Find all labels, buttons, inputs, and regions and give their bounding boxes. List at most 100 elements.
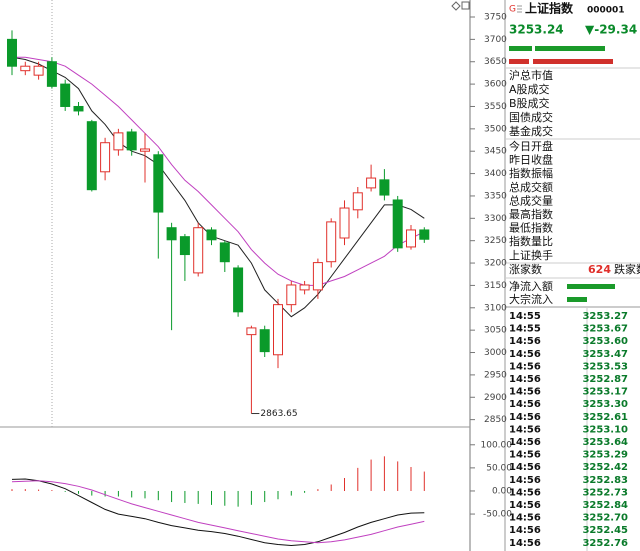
tick-price: 3253.47: [582, 349, 628, 360]
candle-body: [366, 177, 377, 189]
tick-time: 14:56: [509, 513, 541, 524]
strip: [509, 46, 532, 51]
candle-body: [259, 329, 270, 353]
tick-price: 3253.10: [582, 424, 628, 435]
y-tick-label: 50.00: [486, 463, 512, 473]
field-label: 昨日收盘: [509, 153, 553, 167]
candle-body: [352, 192, 363, 211]
field-label: 最高指数: [509, 207, 553, 221]
tick-time: 14:56: [509, 538, 541, 549]
y-tick-label: 3150: [484, 281, 507, 291]
y-tick-label: 3550: [484, 102, 507, 112]
y-tick-label: -50.00: [483, 510, 512, 520]
y-tick-label: 0.00: [492, 486, 512, 496]
candle-body: [86, 121, 97, 191]
tick-time: 14:56: [509, 336, 541, 347]
candle-body: [379, 179, 390, 196]
candle-body: [126, 131, 137, 151]
y-tick-label: 3050: [484, 326, 507, 336]
icon: [461, 1, 470, 10]
tick-time: 14:56: [509, 475, 541, 486]
y-tick-label: 3600: [484, 80, 507, 90]
flow-label: 大宗流入: [509, 292, 553, 306]
y-tick-label: 2900: [484, 393, 507, 403]
tick-time: 14:56: [509, 361, 541, 372]
index-price: 3253.24: [509, 23, 564, 37]
field-label: 今日开盘: [509, 139, 553, 153]
candle-body: [33, 65, 44, 76]
y-tick-label: 3350: [484, 191, 507, 201]
tick-time: 14:56: [509, 450, 541, 461]
candle-body: [179, 236, 190, 256]
y-tick-label: 3000: [484, 348, 507, 358]
index-title: 上证指数: [525, 1, 574, 16]
field-label: B股成交: [509, 96, 550, 110]
icon: [451, 1, 461, 11]
y-tick-label: 3400: [484, 169, 507, 179]
tick-price: 3252.73: [582, 487, 628, 498]
tick-price: 3253.64: [582, 437, 628, 448]
field-label: 最低指数: [509, 221, 553, 235]
candle-body: [20, 65, 31, 72]
tick-price: 3253.27: [582, 311, 628, 322]
candle-body: [153, 154, 164, 213]
y-tick-label: 3100: [484, 303, 507, 313]
tick-price: 3252.70: [582, 513, 628, 524]
tick-price: 3252.42: [582, 462, 628, 473]
tick-time: 14:56: [509, 525, 541, 536]
field-label: 上证换手: [509, 248, 553, 262]
y-tick-label: 3250: [484, 236, 507, 246]
tick-price: 3252.76: [582, 538, 628, 549]
candle-body: [193, 227, 204, 274]
strip: [533, 59, 613, 64]
candle-body: [219, 242, 230, 263]
tick-time: 14:56: [509, 349, 541, 360]
tick-time: 14:56: [509, 487, 541, 498]
candle-body: [326, 221, 337, 263]
candle-body: [339, 207, 350, 239]
y-tick-label: 3500: [484, 124, 507, 134]
tick-time: 14:56: [509, 412, 541, 423]
tick-time: 14:56: [509, 374, 541, 385]
field-label: 指数量比: [509, 234, 553, 248]
candle-body: [206, 229, 217, 241]
candle-body: [273, 304, 283, 356]
flow-label: 净流入额: [509, 279, 553, 293]
panel-icon: G: [509, 5, 516, 15]
strip: [535, 46, 605, 51]
adv-count: 624: [588, 263, 611, 276]
indicator-line: [11, 480, 425, 544]
y-tick-label: 3300: [484, 214, 507, 224]
field-label: 指数振幅: [509, 166, 553, 180]
candle-body: [406, 229, 416, 248]
tick-time: 14:56: [509, 387, 541, 398]
y-tick-label: 3650: [484, 57, 507, 67]
candle-body: [286, 284, 297, 306]
candle-body: [419, 229, 430, 240]
dec-label: 跌家数: [614, 262, 640, 276]
candle-body: [7, 38, 17, 67]
candle-body: [312, 262, 323, 291]
tick-time: 14:56: [509, 424, 541, 435]
y-tick-label: 3450: [484, 147, 507, 157]
indicator-line: [12, 56, 425, 286]
index-change: ▼-29.34: [585, 23, 637, 37]
y-tick-label: 2950: [484, 370, 507, 380]
tick-price: 3252.45: [582, 525, 628, 536]
tick-price: 3253.60: [582, 336, 628, 347]
tick-time: 14:55: [509, 324, 541, 335]
candle-body: [246, 327, 257, 336]
tick-time: 14:55: [509, 311, 541, 322]
tick-price: 3252.83: [582, 475, 628, 486]
indicator-line: [11, 56, 425, 318]
candle-body: [60, 83, 71, 107]
tick-time: 14:56: [509, 437, 541, 448]
candle-body: [73, 105, 84, 112]
y-tick-label: 3200: [484, 259, 507, 269]
y-tick-label: 100.00: [481, 440, 513, 450]
tick-price: 3253.67: [582, 324, 628, 335]
tick-price: 3253.30: [582, 399, 628, 410]
menu-icon: [517, 5, 522, 13]
